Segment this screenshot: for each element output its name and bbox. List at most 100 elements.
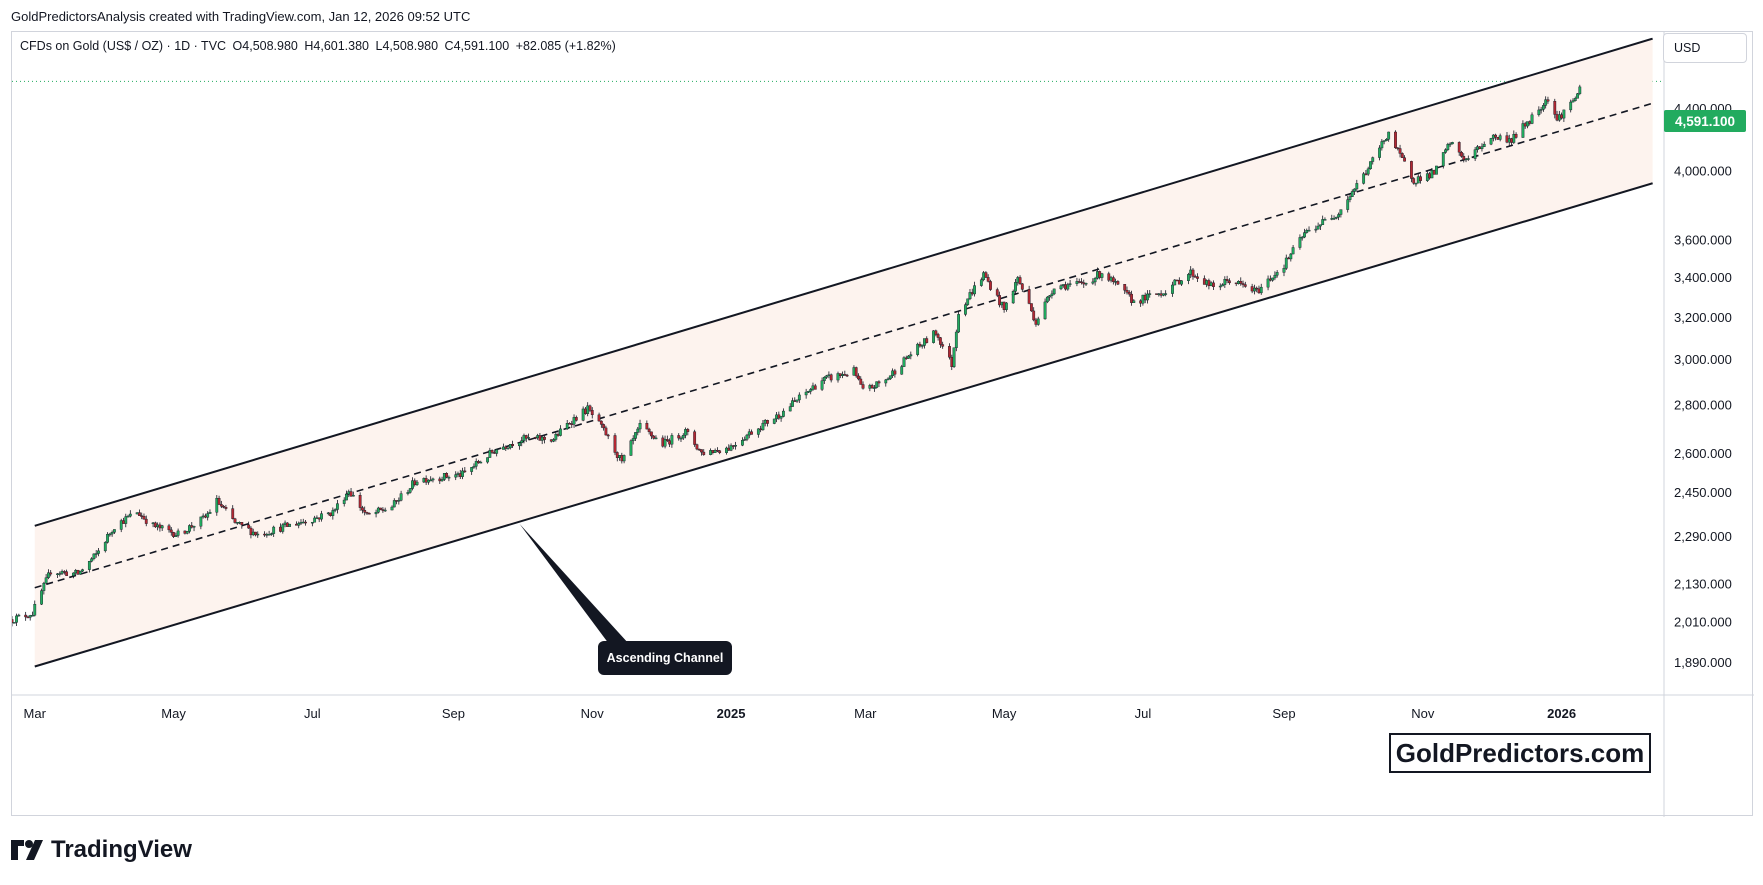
candle-body [1187, 274, 1190, 281]
candle-body [829, 374, 833, 381]
candle-body [204, 515, 207, 518]
candle-body [588, 405, 592, 411]
candle-body [527, 437, 530, 439]
callout-pointer [519, 523, 629, 644]
candle-body [288, 523, 292, 527]
candle-body [185, 531, 189, 534]
candle-body [681, 435, 685, 439]
candle-body [540, 436, 544, 441]
candle-body [461, 470, 464, 477]
candle-body [536, 435, 540, 439]
candle-body [1159, 293, 1163, 296]
candle-body [552, 439, 555, 442]
candle-body [1362, 173, 1366, 184]
candle-body [1030, 303, 1033, 312]
candle-body [916, 343, 920, 355]
candle-body [964, 304, 967, 315]
candle-body [1257, 288, 1261, 294]
candle-body [424, 478, 428, 483]
candle-body [1560, 114, 1564, 119]
candle-body [884, 379, 888, 384]
watermark-goldpredictors: GoldPredictors.com [1389, 733, 1651, 773]
candle-body [138, 512, 141, 516]
ascending-channel-callout[interactable]: Ascending Channel [598, 641, 732, 675]
candle-body [1448, 143, 1452, 146]
candle-body [861, 384, 865, 389]
candle-body [1537, 109, 1541, 116]
candle-body [907, 355, 910, 359]
candle-body [932, 330, 935, 343]
candle-body [886, 378, 890, 381]
price-chart[interactable]: 1,890.000 2,010.000 2,130.000 2,290.000 2,45… [12, 32, 1754, 817]
candle-body [702, 451, 706, 455]
candle-body [920, 345, 924, 347]
candle-body [1416, 176, 1420, 184]
candle-body [1530, 114, 1534, 124]
candle-body [156, 524, 160, 528]
candle-body [1189, 269, 1193, 275]
candle-body [490, 450, 494, 453]
candle-body [1419, 176, 1422, 181]
candle-body [520, 440, 524, 444]
candle-body [950, 357, 954, 367]
candle-body [636, 428, 640, 433]
candle-body [597, 414, 601, 422]
tradingview-logo[interactable]: TradingView [11, 836, 192, 864]
candle-body [326, 512, 330, 515]
candle-body [629, 440, 633, 456]
candle-body [1271, 277, 1275, 281]
candle-body [395, 500, 398, 502]
channel-fill [34, 38, 1653, 667]
candle-body [365, 512, 369, 514]
candle-body [110, 532, 114, 535]
candle-body [358, 495, 362, 508]
candle-body [686, 429, 690, 432]
candle-body [12, 622, 16, 624]
candle-body [1307, 229, 1311, 232]
candle-body [1505, 135, 1509, 143]
candle-body [725, 447, 728, 453]
candle-body [1036, 318, 1040, 325]
candle-body [613, 435, 617, 453]
candle-body [1300, 236, 1304, 239]
candle-body [684, 429, 687, 436]
candle-body [1266, 278, 1270, 288]
candle-body [900, 366, 904, 375]
candle-body [470, 467, 474, 472]
candle-body [158, 524, 162, 529]
candle-body [335, 503, 339, 510]
candle-body [984, 272, 988, 278]
ascending-channel [34, 37, 1653, 668]
candle-body [219, 504, 223, 507]
candle-body [217, 497, 221, 505]
candle-body [665, 439, 669, 441]
candle-body [342, 499, 346, 504]
candle-body [504, 446, 508, 449]
candle-body [1114, 281, 1118, 283]
y-tick-label: 2,450.000 [1674, 485, 1732, 500]
candle-body [1098, 271, 1102, 278]
candle-body [74, 570, 78, 574]
candle-body [1476, 146, 1479, 150]
candle-body [1143, 294, 1147, 301]
candle-body [620, 455, 624, 462]
candle-body [304, 521, 307, 524]
candle-body [634, 432, 637, 439]
candle-body [94, 553, 98, 555]
candle-body [122, 520, 125, 524]
candle-body [1289, 253, 1293, 260]
candle-body [679, 437, 683, 440]
candle-body [1157, 293, 1161, 295]
candle-body [1045, 296, 1049, 303]
currency-selector[interactable]: USD [1663, 33, 1747, 63]
candle-body [251, 531, 255, 536]
candle-body [78, 570, 82, 575]
candle-body [345, 493, 348, 501]
candle-body [615, 452, 619, 458]
candle-body [442, 473, 446, 480]
candle-body [1253, 287, 1256, 292]
candle-body [1043, 301, 1047, 320]
y-tick-label: 3,600.000 [1674, 233, 1732, 248]
chart-frame[interactable]: 1,890.000 2,010.000 2,130.000 2,290.000 2,45… [11, 31, 1754, 817]
candle-body [572, 417, 576, 425]
